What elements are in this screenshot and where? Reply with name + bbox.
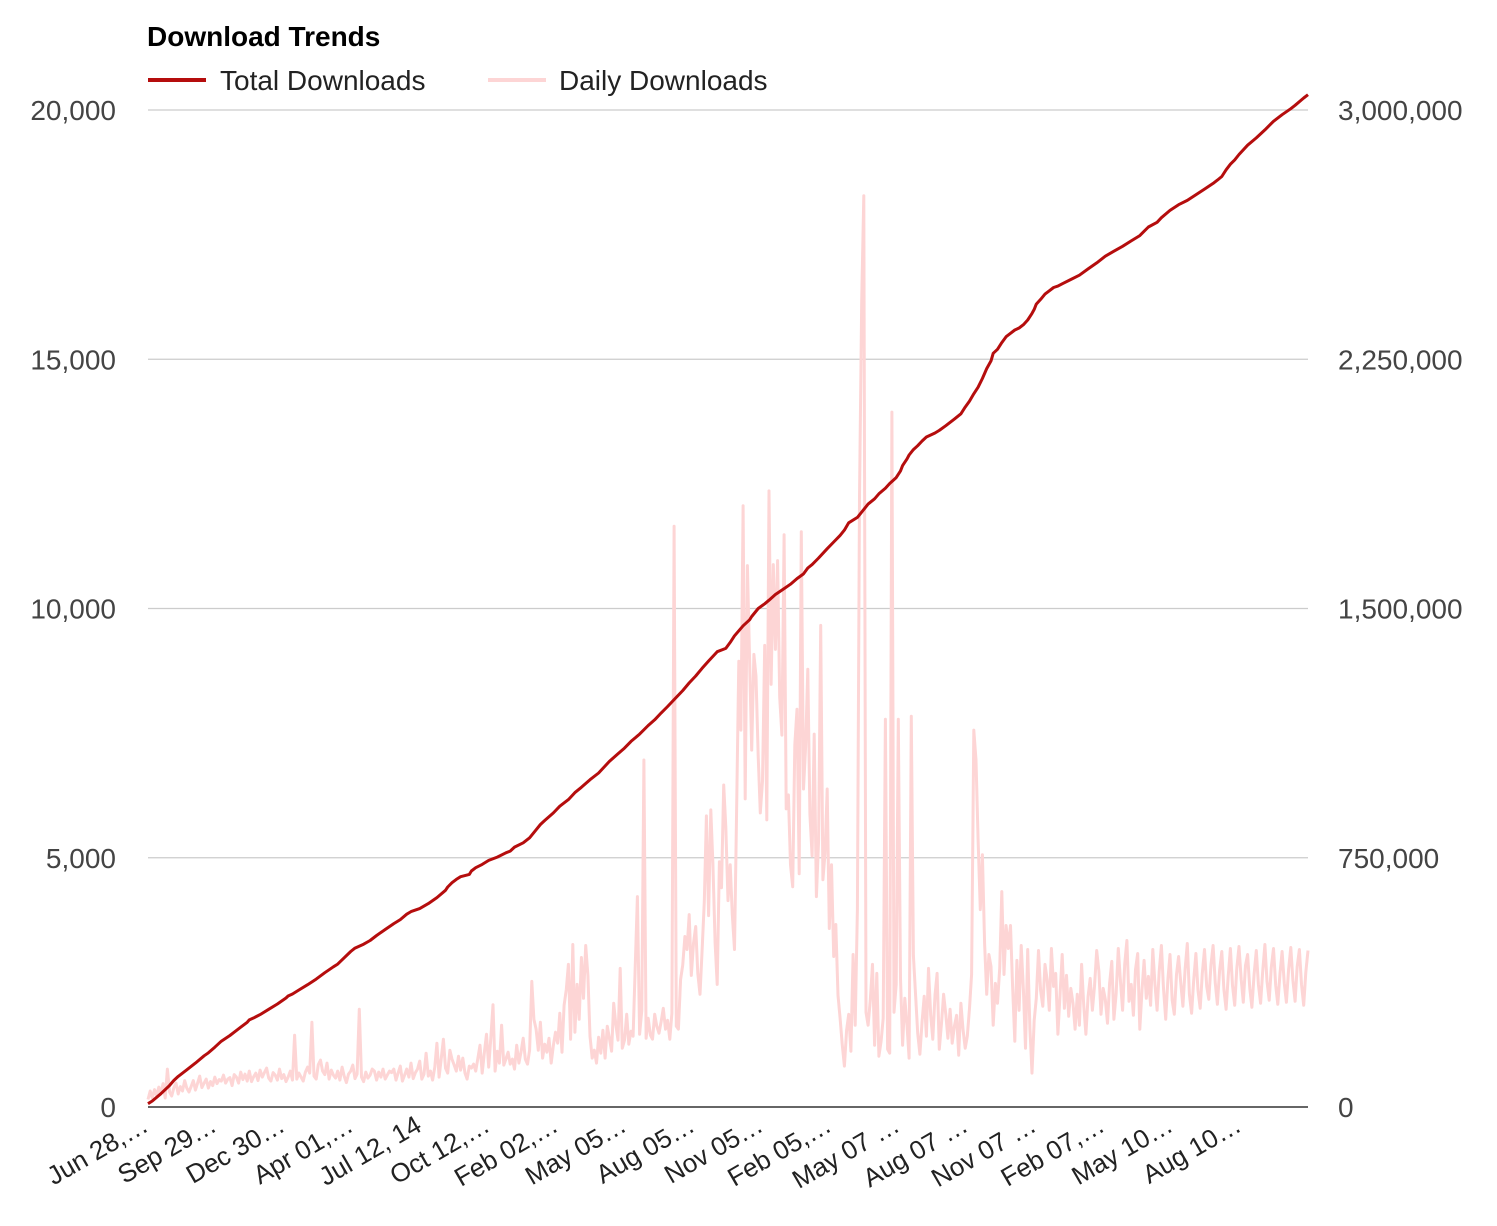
right-tick-label: 2,250,000 — [1338, 344, 1463, 375]
left-tick-label: 10,000 — [30, 594, 116, 625]
left-tick-label: 15,000 — [30, 344, 116, 375]
legend-label-total: Total Downloads — [220, 65, 425, 96]
x-axis-labels: Jun 28,…Sep 29…Dec 30…Apr 01,…Jul 12, 14… — [42, 1109, 1246, 1194]
left-tick-label: 5,000 — [46, 843, 116, 874]
left-axis-labels: 0 5,000 10,000 15,000 20,000 — [30, 95, 116, 1123]
series-layer — [146, 93, 1310, 1105]
right-axis-labels: 0 750,000 1,500,000 2,250,000 3,000,000 — [1338, 95, 1463, 1123]
legend: Total Downloads Daily Downloads — [148, 65, 768, 96]
chart-title: Download Trends — [147, 21, 380, 52]
right-tick-label: 1,500,000 — [1338, 594, 1463, 625]
series-line-total-downloads — [147, 93, 1309, 1105]
left-tick-label: 0 — [100, 1092, 116, 1123]
legend-label-daily: Daily Downloads — [559, 65, 768, 96]
series-line-daily-downloads — [146, 194, 1310, 1100]
left-tick-label: 20,000 — [30, 95, 116, 126]
right-tick-label: 3,000,000 — [1338, 95, 1463, 126]
gridlines — [148, 109, 1308, 859]
right-tick-label: 0 — [1338, 1092, 1354, 1123]
right-tick-label: 750,000 — [1338, 843, 1439, 874]
